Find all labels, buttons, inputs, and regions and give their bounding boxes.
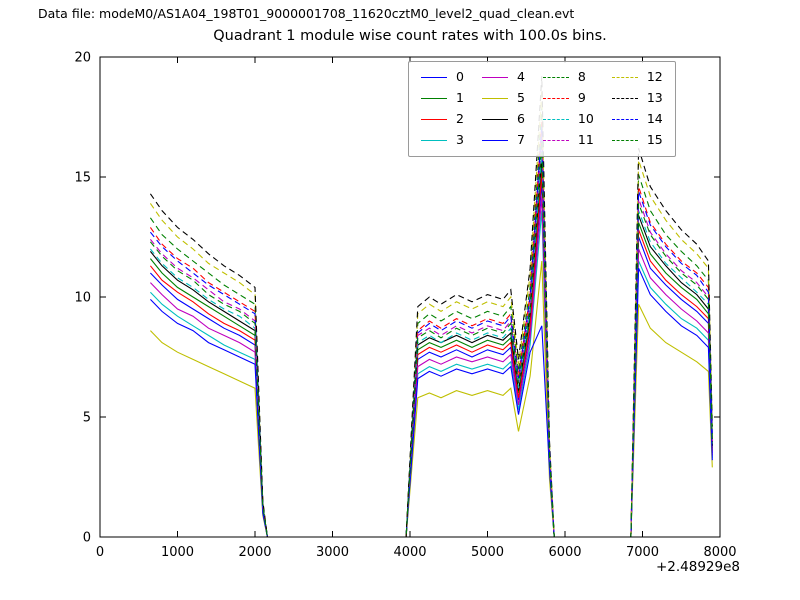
legend-label: 9 <box>577 90 586 106</box>
legend-line-sample <box>611 119 638 120</box>
legend-line-sample <box>421 119 447 120</box>
x-tick-label: 5000 <box>471 545 504 560</box>
legend-label: 0 <box>456 69 464 85</box>
legend-item-0: 0 <box>421 67 464 88</box>
legend-label: 8 <box>577 69 586 85</box>
legend-item-13: 13 <box>611 88 663 109</box>
legend-line-sample <box>542 119 569 120</box>
x-tick-label: 1000 <box>161 545 194 560</box>
legend-line-sample <box>542 140 569 141</box>
series-line-3 <box>150 210 713 538</box>
x-tick-label: 3000 <box>316 545 349 560</box>
series-line-10 <box>149 150 713 538</box>
legend-line-sample <box>481 77 508 78</box>
legend-line-sample <box>542 77 569 78</box>
legend-line-sample <box>481 98 508 99</box>
x-tick-label: 4000 <box>393 545 426 560</box>
series-line-6 <box>149 155 713 538</box>
legend-label: 1 <box>456 90 464 106</box>
legend-label: 15 <box>646 132 663 148</box>
y-tick-label: 20 <box>74 51 91 66</box>
y-tick-label: 0 <box>83 531 91 546</box>
y-tick-label: 15 <box>74 171 91 186</box>
legend-item-15: 15 <box>611 130 663 151</box>
x-tick-label: 0 <box>96 545 104 560</box>
legend-item-8: 8 <box>542 67 594 88</box>
legend-line-sample <box>611 98 638 99</box>
series-line-14 <box>149 126 713 538</box>
legend-label: 7 <box>516 132 525 148</box>
legend-label: 6 <box>516 111 525 127</box>
legend-label: 13 <box>646 90 663 106</box>
series-line-11 <box>149 136 713 538</box>
series-line-2 <box>149 172 713 538</box>
legend-line-sample <box>481 119 508 120</box>
legend-item-7: 7 <box>481 130 525 151</box>
x-axis-offset-label: +2.48929e8 <box>655 559 740 575</box>
series-line-9 <box>149 121 713 538</box>
legend-line-sample <box>611 77 638 78</box>
legend-item-5: 5 <box>481 88 525 109</box>
series-line-5 <box>150 260 713 538</box>
legend-line-sample <box>611 140 638 141</box>
series-line-13 <box>149 76 713 538</box>
legend-line-sample <box>421 98 447 99</box>
legend-label: 5 <box>516 90 525 106</box>
legend-label: 4 <box>516 69 525 85</box>
series-line-0 <box>150 181 713 538</box>
series-line-12 <box>149 90 713 538</box>
series-line-15 <box>149 140 713 538</box>
x-tick-label: 2000 <box>238 545 271 560</box>
legend-label: 10 <box>577 111 594 127</box>
legend-label: 3 <box>456 132 464 148</box>
legend-item-14: 14 <box>611 109 663 130</box>
series-line-1 <box>149 162 713 538</box>
x-tick-label: 7000 <box>626 545 659 560</box>
legend-label: 14 <box>646 111 663 127</box>
legend-item-6: 6 <box>481 109 525 130</box>
series-line-4 <box>150 196 713 538</box>
legend-item-3: 3 <box>421 130 464 151</box>
legend-line-sample <box>421 140 447 141</box>
legend-item-1: 1 <box>421 88 464 109</box>
y-tick-label: 10 <box>74 291 91 306</box>
x-tick-label: 8000 <box>703 545 736 560</box>
legend-label: 11 <box>577 132 594 148</box>
legend-item-9: 9 <box>542 88 594 109</box>
legend-item-12: 12 <box>611 67 663 88</box>
legend-item-2: 2 <box>421 109 464 130</box>
y-tick-label: 5 <box>83 411 91 426</box>
data-file-label: Data file: modeM0/AS1A04_198T01_90000017… <box>38 6 575 21</box>
legend-item-11: 11 <box>542 130 594 151</box>
series-line-7 <box>150 267 713 538</box>
legend-line-sample <box>421 77 447 78</box>
legend-item-10: 10 <box>542 109 594 130</box>
legend-label: 2 <box>456 111 464 127</box>
x-tick-label: 6000 <box>548 545 581 560</box>
chart-title: Quadrant 1 module wise count rates with … <box>213 28 607 44</box>
legend-line-sample <box>542 98 569 99</box>
legend-label: 12 <box>646 69 663 85</box>
legend: 0 1 2 3 4 5 6 7 8 9 10 11 12 13 14 15 <box>408 61 676 157</box>
legend-item-4: 4 <box>481 67 525 88</box>
legend-line-sample <box>481 140 508 141</box>
